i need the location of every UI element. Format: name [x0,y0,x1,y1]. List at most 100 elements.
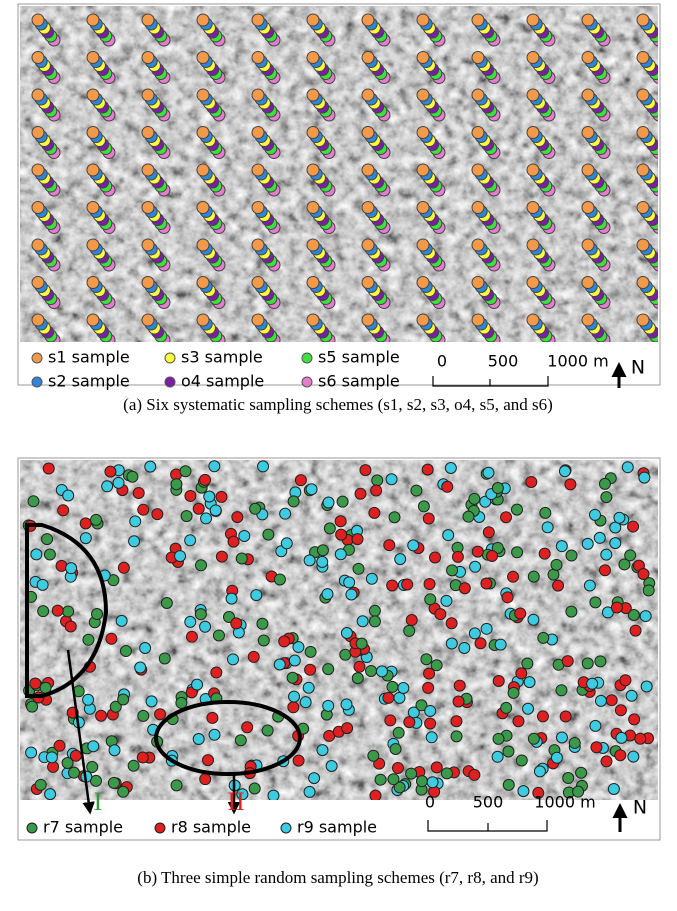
sample-dot [42,534,53,545]
sample-dot [362,52,374,64]
sample-dot [472,314,484,326]
sample-dot [80,518,91,529]
sample-dot [601,549,612,560]
sample-dot [452,551,463,562]
sample-dot [426,732,437,743]
sample-dot [252,127,264,139]
sample-dot [197,277,209,289]
sample-dot [516,755,527,766]
sample-dot [142,164,154,176]
sample-dot [32,164,44,176]
sample-dot [252,89,264,101]
sample-dot [387,681,398,692]
sample-dot [606,695,617,706]
sample-dot [133,487,144,498]
sample-dot [637,202,649,214]
sample-dot [417,202,429,214]
sample-dot [528,571,539,582]
sample-dot [527,202,539,214]
figure: s1 sample s3 sample s5 sample s2 sample … [0,0,677,911]
scale-label: 500 [488,352,519,371]
sample-dot [32,127,44,139]
sample-dot [595,656,606,667]
sample-dot [231,618,242,629]
legend-swatch [32,377,42,387]
sample-dot [26,747,37,758]
sample-dot [527,89,539,101]
sample-dot [492,751,503,762]
sample-dot [610,538,621,549]
sample-dot [307,239,319,251]
sample-dot [599,478,610,489]
sample-dot [559,466,570,477]
legend-label: r9 sample [297,818,377,837]
sample-dot [628,751,639,762]
sample-dot [307,89,319,101]
sample-dot [31,549,42,560]
sample-dot [362,14,374,26]
sample-dot [472,202,484,214]
sample-dot [181,511,192,522]
sample-dot [515,608,526,619]
sample-dot [582,202,594,214]
sample-dot [146,696,157,707]
sample-dot [262,725,273,736]
sample-dot [469,769,480,780]
sample-dot [431,762,442,773]
sample-dot [493,675,504,686]
scale-label: 0 [437,352,447,371]
sample-dot [620,675,631,686]
sample-dot [257,618,268,629]
sample-dot [408,540,419,551]
sample-dot [87,89,99,101]
scale-label: 1000 m [534,793,595,812]
sample-dot [637,277,649,289]
sample-dot [287,672,298,683]
scale-label: 1000 m [547,352,608,371]
caption: (a) Six systematic sampling schemes (s1,… [123,395,553,414]
sample-dot [387,580,398,591]
sample-dot [252,202,264,214]
sample-dot [83,694,94,705]
sample-dot [335,516,346,527]
sample-dot [389,512,400,523]
sample-dot [569,737,580,748]
sample-dot [87,127,99,139]
sample-dot [501,512,512,523]
sample-dot [553,580,564,591]
sample-dot [58,505,69,516]
sample-dot [393,727,404,738]
sample-dot [566,550,577,561]
sample-dot [446,638,457,649]
sample-dot [425,705,436,716]
sample-dot [384,540,395,551]
sample-dot [176,697,187,708]
sample-dot [512,547,523,558]
sample-dot [317,745,328,756]
sample-dot [128,760,139,771]
sample-dot [539,548,550,559]
sample-dot [582,14,594,26]
sample-dot [562,656,573,667]
sample-dot [92,609,103,620]
sample-dot [417,164,429,176]
sample-dot [252,277,264,289]
sample-dot [32,314,44,326]
sample-dot [228,536,239,547]
sample-dot [370,790,381,801]
sample-dot [216,491,227,502]
sample-dot [527,164,539,176]
sample-dot [32,202,44,214]
sample-dot [37,579,48,590]
sample-dot [404,717,415,728]
sample-dot [616,732,627,743]
sample-dot [62,757,73,768]
sample-dot [326,760,337,771]
sample-dot [475,638,486,649]
sample-dot [210,505,221,516]
sample-dot [630,625,641,636]
sample-dot [203,755,214,766]
sample-dot [185,535,196,546]
sample-dot [28,496,39,507]
legend-swatch [27,823,37,833]
